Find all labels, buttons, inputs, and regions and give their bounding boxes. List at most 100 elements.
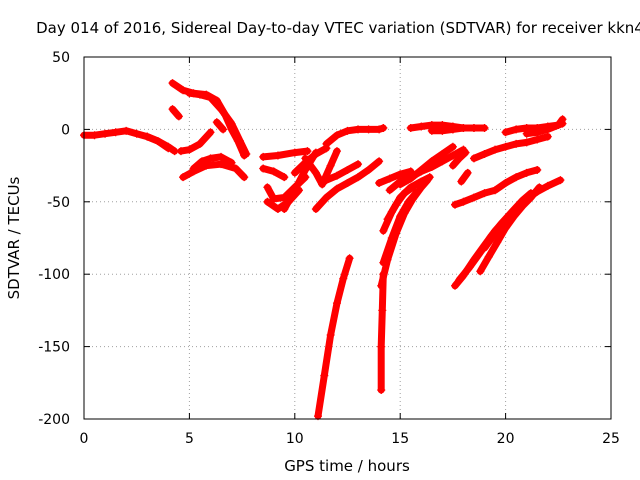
series-arc-15h-diag — [396, 142, 457, 189]
data-point — [290, 168, 299, 177]
series-arc-11h-plunge — [313, 254, 354, 421]
series-line — [177, 128, 214, 155]
y-tick-label: -150 — [38, 340, 70, 356]
data-point — [396, 180, 405, 189]
data-point — [379, 258, 388, 267]
data-point — [396, 212, 405, 221]
data-point — [543, 132, 552, 141]
data-point — [235, 136, 244, 145]
tick-labels: 0 5 10 15 20 25 50 0 -50 -100 -150 -200 — [38, 50, 620, 447]
data-point — [379, 123, 388, 132]
series-arc-9h-mid — [259, 164, 289, 182]
data-point — [406, 123, 415, 132]
data-point — [176, 147, 185, 156]
series-line — [291, 144, 330, 177]
series-line — [143, 133, 179, 155]
series-line — [449, 124, 488, 133]
y-tick-label: -100 — [38, 267, 70, 283]
data-point — [195, 90, 204, 99]
data-point — [480, 244, 489, 253]
data-point — [383, 215, 392, 224]
data-point — [189, 167, 198, 176]
data-point — [217, 105, 226, 114]
data-point — [354, 173, 363, 182]
data-point — [448, 151, 457, 160]
data-point — [174, 112, 183, 121]
data-point — [387, 234, 396, 242]
data-point — [375, 125, 384, 134]
data-point — [533, 187, 542, 196]
data-point — [512, 173, 521, 182]
data-point — [111, 128, 120, 137]
data-point — [512, 205, 521, 214]
data-point — [212, 118, 221, 127]
data-point — [132, 129, 141, 138]
series-arc-11h-v — [301, 147, 341, 189]
data-point — [491, 186, 500, 195]
data-point — [195, 139, 204, 148]
data-point — [206, 128, 215, 137]
data-point — [179, 173, 188, 182]
series-line — [213, 118, 227, 133]
data-point — [522, 138, 531, 147]
data-point — [153, 136, 162, 145]
data-point — [217, 152, 226, 161]
data-point — [332, 184, 341, 193]
series-line — [481, 176, 564, 252]
data-point — [476, 248, 485, 257]
data-point — [332, 131, 341, 140]
data-point — [512, 125, 521, 134]
data-point — [301, 154, 310, 163]
data-point — [461, 148, 470, 157]
data-point — [354, 160, 363, 169]
series-arc-early-dip — [143, 132, 179, 156]
grid-lines — [84, 57, 611, 419]
data-point — [280, 205, 289, 214]
series-arc-14h-mid — [383, 183, 417, 224]
data-point — [438, 157, 447, 166]
data-point — [377, 342, 386, 351]
series-arc-6h-short — [212, 118, 228, 134]
x-axis-label: GPS time / hours — [284, 457, 410, 475]
y-tick-label: -200 — [38, 412, 70, 428]
data-point — [476, 267, 485, 276]
series-arc-11h-long — [311, 157, 384, 214]
series-arc-19h-mid — [469, 132, 552, 163]
series-line — [169, 105, 183, 120]
data-point — [480, 123, 489, 132]
data-point — [455, 275, 464, 284]
x-tick-label: 5 — [185, 431, 194, 447]
series-arc-9h-top — [259, 147, 312, 161]
data-point — [465, 262, 474, 271]
data-point — [343, 165, 352, 174]
data-point — [522, 194, 531, 203]
data-point — [501, 128, 510, 137]
y-tick-label: -50 — [47, 195, 70, 211]
data-point — [491, 145, 500, 154]
series-line — [375, 167, 415, 187]
data-point — [522, 129, 531, 138]
data-point — [259, 164, 268, 173]
data-point — [425, 173, 434, 182]
data-point — [491, 229, 500, 238]
data-point — [484, 252, 493, 261]
axis-ticks — [83, 56, 612, 420]
data-point — [556, 176, 565, 185]
data-point — [391, 200, 400, 209]
data-point — [311, 205, 320, 214]
chart-title: Day 014 of 2016, Sidereal Day-to-day VTE… — [36, 19, 640, 37]
x-tick-label: 10 — [286, 431, 304, 447]
series-line — [314, 254, 354, 420]
data-point — [533, 135, 542, 144]
data-point — [501, 142, 510, 151]
data-point — [217, 160, 226, 169]
data-point — [448, 142, 457, 151]
series-line — [396, 143, 457, 188]
data-point — [231, 164, 240, 173]
data-point — [320, 371, 329, 380]
data-point — [168, 105, 177, 114]
series-line — [259, 147, 311, 161]
data-point — [219, 125, 228, 134]
y-tick-label: 0 — [61, 122, 70, 138]
